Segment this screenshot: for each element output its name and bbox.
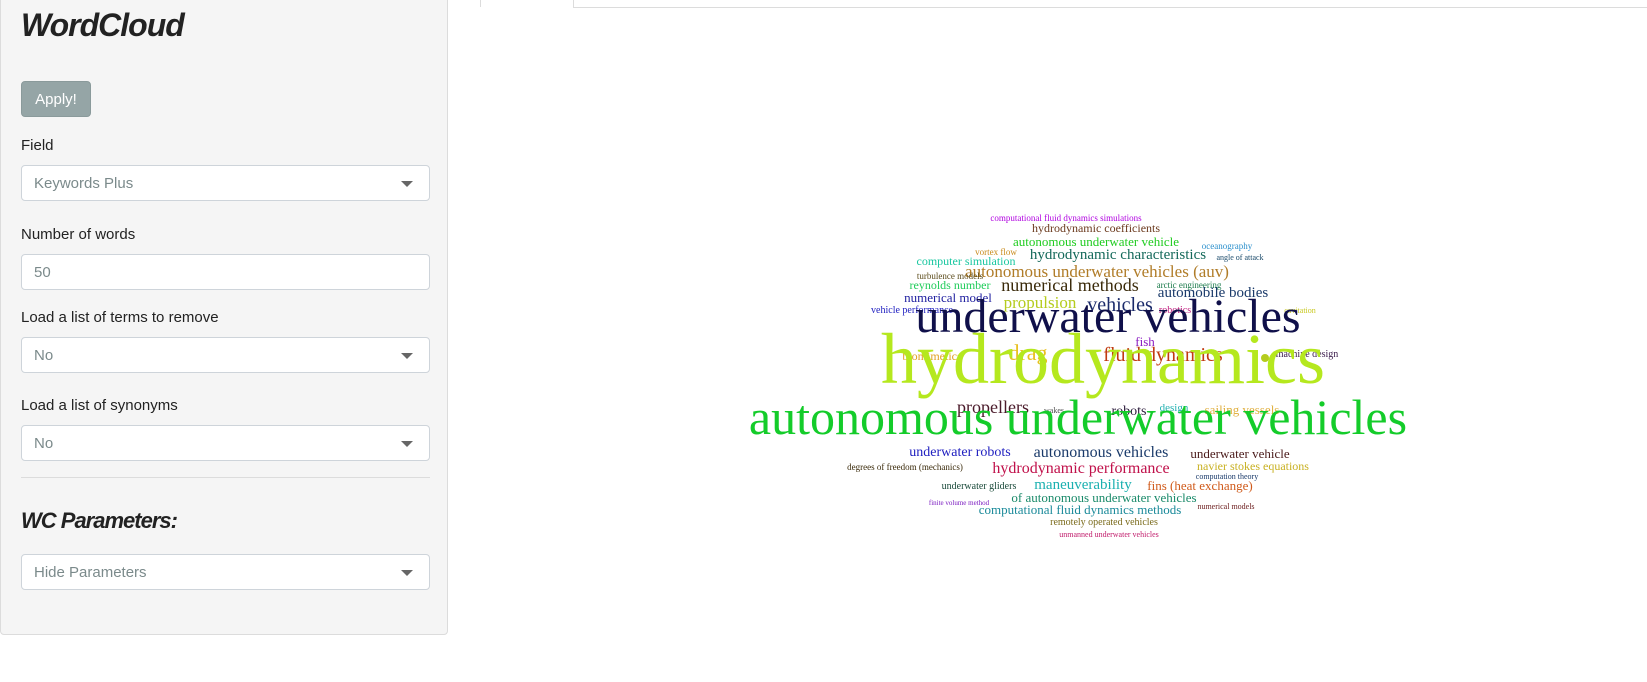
app-title: WordCloud [21, 7, 185, 43]
word-cloud-word: computational fluid dynamics simulations [990, 212, 1142, 223]
field-label: Field [21, 137, 54, 154]
word-cloud-word: propellers [957, 397, 1029, 418]
word-cloud-word: vehicle performance [871, 304, 953, 316]
remove-terms-select[interactable]: No [21, 337, 430, 373]
word-cloud-word: autonomous underwater vehicle [1012, 234, 1180, 250]
synonyms-select[interactable]: No [21, 425, 430, 461]
word-cloud-word: computation theory [1195, 472, 1259, 482]
word-cloud-word: numerical methods [1001, 275, 1139, 296]
divider [21, 477, 430, 478]
word-cloud-word: angle of attack [1216, 253, 1264, 263]
word-cloud-word: computational fluid dynamics methods [978, 502, 1182, 518]
word-cloud-word: finite volume method [928, 499, 990, 508]
synonyms-label: Load a list of synonyms [21, 397, 178, 414]
word-cloud-word: hydrodynamic performance [992, 459, 1170, 477]
word-cloud-word: numerical models [1197, 502, 1255, 512]
wc-parameters-title: WC Parameters: [21, 508, 178, 533]
word-cloud-word: arctic engineering [1156, 279, 1222, 290]
sidebar-panel: WordCloud Apply! Field Keywords Plus Num… [0, 0, 448, 635]
word-cloud-word: biomimetics [902, 349, 962, 364]
word-cloud-word: underwater vehicle [1190, 446, 1290, 462]
word-cloud-word: cavitation [1284, 306, 1316, 316]
word-cloud-word: autonomous underwater vehicles (auv) [965, 262, 1229, 282]
word-cloud-word: remotely operated vehicles [1050, 516, 1158, 528]
chevron-down-icon [401, 181, 413, 187]
number-of-words-label: Number of words [21, 226, 136, 243]
word-cloud-word: hydrodynamic characteristics [1029, 246, 1207, 263]
number-of-words-input[interactable] [21, 254, 430, 290]
tab-underline [573, 7, 1647, 8]
word-cloud-word: fluid dynamics [1103, 343, 1223, 366]
remove-terms-label: Load a list of terms to remove [21, 309, 219, 326]
word-cloud-word: reynolds number [909, 278, 991, 293]
word-cloud-word: sailing vessels [1204, 402, 1280, 418]
tab-strip [480, 0, 1647, 8]
word-cloud-word: autonomous underwater vehicles [748, 389, 1408, 445]
word-cloud-word: hydrodynamics [881, 318, 1325, 399]
word-cloud-word: autonomous vehicles [1033, 443, 1169, 461]
word-cloud-word: underwater robots [909, 444, 1011, 460]
wc-parameters-select[interactable]: Hide Parameters [21, 554, 430, 590]
word-cloud-word: hydrodynamic coefficients [1031, 221, 1161, 236]
apply-button[interactable]: Apply! [21, 81, 91, 117]
word-cloud-word: wakes [1044, 406, 1064, 416]
word-cloud-word: turbulence models [916, 270, 984, 281]
word-cloud-word: robots [1111, 403, 1147, 419]
word-cloud-word: unmanned underwater vehicles [1059, 530, 1159, 540]
word-cloud-word: of autonomous underwater vehicles [1011, 490, 1197, 506]
word-cloud-word: fish [1135, 334, 1155, 350]
word-cloud-word: vortex flow [975, 246, 1017, 257]
marker-dot-icon [1261, 354, 1269, 362]
word-cloud-word: automobile bodies [1157, 284, 1269, 301]
word-cloud-word: numerical model [904, 290, 992, 306]
remove-terms-value: No [34, 347, 54, 364]
word-cloud-word: navier stokes equations [1197, 459, 1309, 474]
chevron-down-icon [401, 570, 413, 576]
field-select-value: Keywords Plus [34, 175, 134, 192]
word-cloud-word: propulsion [1003, 293, 1077, 313]
tab-active[interactable] [480, 0, 574, 7]
word-cloud-word: degrees of freedom (mechanics) [847, 461, 963, 472]
word-cloud-word: underwater gliders [941, 480, 1017, 492]
word-cloud-word: computer simulation [916, 254, 1016, 269]
chevron-down-icon [401, 353, 413, 359]
wc-parameters-value: Hide Parameters [34, 564, 147, 581]
field-select[interactable]: Keywords Plus [21, 165, 430, 201]
word-cloud-word: machine design [1275, 348, 1339, 360]
word-cloud-word: underwater vehicles [915, 289, 1301, 343]
word-cloud-word: design [1159, 401, 1189, 414]
word-cloud-word: vehicles [1087, 293, 1153, 316]
word-cloud-word: maneuverability [1034, 476, 1132, 493]
synonyms-value: No [34, 435, 54, 452]
word-cloud-word: fins (heat exchange) [1147, 478, 1253, 494]
word-cloud: computational fluid dynamics simulations… [650, 190, 1450, 560]
word-cloud-word: robotics [1158, 304, 1192, 316]
word-cloud-word: oceanography [1201, 240, 1253, 251]
chevron-down-icon [401, 441, 413, 447]
word-cloud-word: drag [1008, 339, 1048, 365]
